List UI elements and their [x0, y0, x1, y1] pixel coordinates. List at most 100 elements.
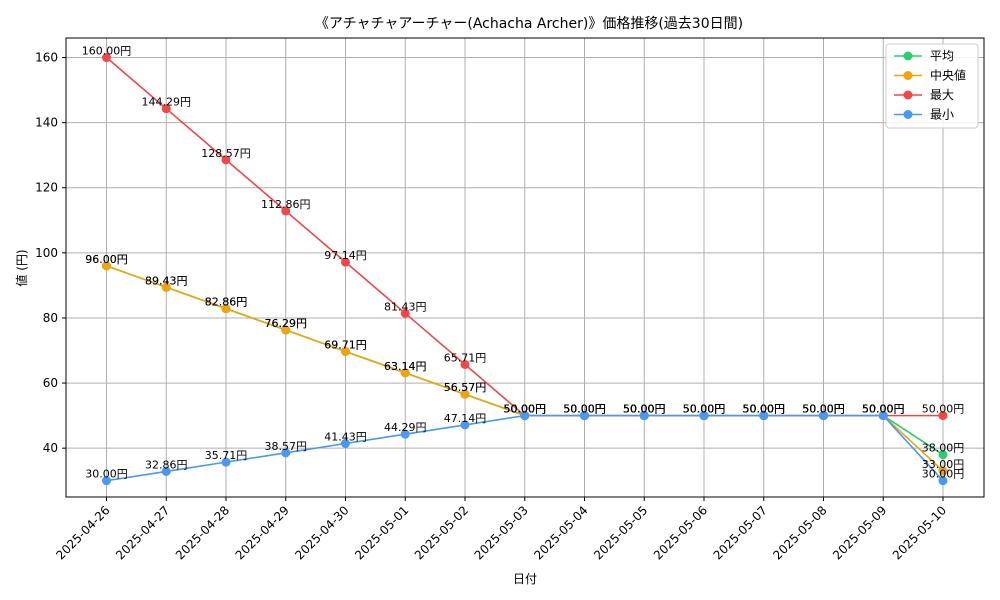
- data-point: [102, 261, 111, 271]
- data-point: [161, 466, 171, 476]
- data-label: 50.00円: [862, 403, 905, 416]
- data-point: [221, 457, 231, 467]
- data-label: 65.71円: [444, 351, 487, 364]
- data-label: 30.00円: [922, 468, 965, 481]
- data-label: 144.29円: [142, 96, 192, 109]
- data-label: 50.00円: [623, 403, 666, 416]
- x-tick-label: 2025-05-05: [591, 503, 650, 562]
- data-label: 56.57円: [444, 381, 487, 394]
- data-label: 44.29円: [384, 421, 427, 434]
- y-tick-label: 140: [35, 116, 58, 130]
- x-axis-label: 日付: [513, 572, 537, 586]
- data-point: [281, 325, 291, 335]
- data-label: 30.00円: [85, 468, 128, 481]
- data-point: [400, 308, 410, 318]
- grid-lines: [66, 38, 984, 497]
- legend-swatch-marker: [903, 71, 913, 80]
- data-point: [819, 411, 828, 421]
- chart-title: 《アチャチャアーチャー(Achacha Archer)》価格推移(過去30日間): [315, 16, 743, 32]
- y-tick-label: 80: [43, 311, 58, 325]
- data-label: 50.00円: [563, 403, 606, 416]
- data-labels: 96.00円 89.43円 82.86円 76.29円 69.71円 63.14円 56.5…: [82, 45, 965, 481]
- data-label: 35.71円: [205, 449, 248, 462]
- data-point: [639, 411, 649, 421]
- data-point: [341, 346, 350, 356]
- data-point: [400, 368, 410, 378]
- data-point: [102, 53, 111, 63]
- data-label: 50.00円: [743, 403, 786, 416]
- data-point: [341, 257, 350, 267]
- data-label: 50.00円: [743, 403, 786, 416]
- data-label: 160.00円: [82, 45, 132, 58]
- y-tick-label: 40: [43, 441, 58, 455]
- data-point: [221, 304, 231, 314]
- data-label: 38.57円: [265, 440, 308, 453]
- data-label: 96.00円: [85, 253, 128, 266]
- data-point: [520, 411, 530, 421]
- data-point: [938, 476, 948, 486]
- data-point: [699, 411, 709, 421]
- data-label: 50.00円: [623, 403, 666, 416]
- data-point: [161, 104, 171, 114]
- data-label: 69.71円: [324, 338, 367, 351]
- x-tick-label: 2025-04-28: [173, 503, 232, 562]
- data-label: 69.71円: [324, 338, 367, 351]
- legend-entry: 最大: [930, 88, 954, 102]
- data-label: 47.14円: [444, 412, 487, 425]
- data-label: 63.14円: [384, 360, 427, 373]
- data-label: 50.00円: [683, 403, 726, 416]
- data-label: 63.14円: [384, 360, 427, 373]
- legend-swatch-marker: [903, 90, 913, 100]
- x-tick-label: 2025-05-06: [651, 503, 710, 562]
- data-label: 50.00円: [802, 403, 845, 416]
- data-point: [938, 450, 948, 460]
- data-label: 50.00円: [563, 403, 606, 416]
- data-label: 76.29円: [265, 317, 308, 330]
- y-axis-label: 値 (円): [14, 249, 29, 286]
- data-label: 82.86円: [205, 296, 248, 309]
- data-label: 32.86円: [145, 458, 188, 471]
- x-tick-label: 2025-05-07: [711, 503, 770, 562]
- x-tick-label: 2025-04-26: [53, 503, 112, 562]
- data-point: [341, 439, 350, 449]
- data-point: [580, 411, 589, 421]
- y-axis-ticks: 40 60 80 100 120 140 160: [35, 51, 66, 455]
- data-label: 50.00円: [504, 403, 547, 416]
- x-tick-label: 2025-05-03: [472, 503, 531, 562]
- x-tick-label: 2025-04-27: [113, 503, 172, 562]
- x-tick-label: 2025-05-02: [412, 503, 471, 562]
- data-label: 50.00円: [623, 403, 666, 416]
- data-label: 82.86円: [205, 296, 248, 309]
- data-label: 81.43円: [384, 300, 427, 313]
- y-tick-label: 160: [35, 51, 58, 65]
- data-label: 38.00円: [922, 442, 965, 455]
- data-label: 50.00円: [862, 403, 905, 416]
- data-point: [460, 420, 470, 430]
- data-label: 50.00円: [922, 403, 965, 416]
- data-label: 50.00円: [683, 403, 726, 416]
- data-point: [460, 359, 470, 369]
- data-point: [102, 476, 111, 486]
- data-point: [878, 411, 888, 421]
- data-label: 50.00円: [743, 403, 786, 416]
- data-label: 50.00円: [802, 403, 845, 416]
- data-label: 50.00円: [802, 403, 845, 416]
- data-label: 96.00円: [85, 253, 128, 266]
- legend-entry: 平均: [930, 49, 954, 63]
- x-tick-label: 2025-05-09: [830, 503, 889, 562]
- data-point: [281, 206, 291, 216]
- legend-swatch-marker: [903, 51, 913, 61]
- x-tick-label: 2025-05-04: [531, 503, 590, 562]
- y-tick-label: 100: [35, 246, 58, 260]
- data-point: [221, 155, 231, 165]
- data-label: 50.00円: [862, 403, 905, 416]
- y-tick-label: 60: [43, 376, 58, 390]
- data-label: 97.14円: [324, 249, 367, 262]
- legend-entry: 最小: [930, 108, 954, 122]
- y-tick-label: 120: [35, 181, 58, 195]
- x-tick-label: 2025-05-08: [770, 503, 829, 562]
- data-label: 50.00円: [683, 403, 726, 416]
- data-label: 50.00円: [743, 403, 786, 416]
